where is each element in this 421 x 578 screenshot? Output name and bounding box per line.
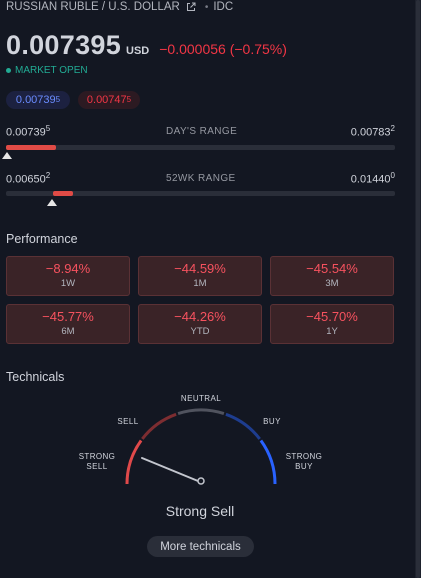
days-range-track: [6, 145, 395, 150]
perf-period: 3M: [325, 278, 339, 289]
days-range-high-main: 0.00783: [350, 126, 391, 139]
perf-value: −8.94%: [45, 261, 91, 276]
gauge-arc-neutral: [177, 408, 225, 416]
perf-period: 1Y: [326, 326, 338, 337]
more-technicals-button[interactable]: More technicals: [147, 536, 254, 557]
perf-cell-ytd[interactable]: −44.26% YTD: [138, 304, 262, 344]
gauge-label-line: STRONG: [285, 452, 323, 461]
market-status: MARKET OPEN: [6, 65, 88, 76]
last-price: 0.007395: [6, 30, 122, 60]
days-range-fill: [6, 145, 56, 150]
days-range-label: DAY'S RANGE: [166, 126, 238, 137]
wk52-range-fill: [53, 191, 73, 196]
perf-value: −45.77%: [42, 309, 94, 324]
perf-period: 1M: [193, 278, 207, 289]
days-range-low-sup: 5: [45, 124, 51, 133]
perf-cell-1w[interactable]: −8.94% 1W: [6, 256, 130, 296]
gauge-needle: [141, 457, 199, 482]
technicals-verdict: Strong Sell: [165, 503, 235, 519]
bid-price-pill: 0.00739 5: [6, 91, 70, 109]
perf-value: −44.26%: [174, 309, 226, 324]
symbol-name[interactable]: RUSSIAN RUBLE / U.S. DOLLAR: [6, 1, 180, 13]
wk52-range-high-sup: 0: [390, 171, 395, 180]
technicals-gauge: STRONG SELL SELL NEUTRAL BUY STRONG BUY: [76, 388, 326, 498]
days-range-low: 0.007395: [6, 124, 50, 139]
days-range-low-main: 0.00739: [6, 126, 46, 139]
perf-value: −45.70%: [306, 309, 358, 324]
bid-price: 0.00739: [15, 94, 56, 106]
ask-price-pill: 0.00747 5: [78, 91, 140, 109]
perf-period: YTD: [190, 326, 210, 337]
price-change: −0.000056 (−0.75%): [159, 41, 287, 57]
gauge-label-strong-sell: STRONG SELL: [76, 452, 118, 472]
wk52-range-label: 52WK RANGE: [166, 173, 236, 184]
perf-cell-3m[interactable]: −45.54% 3M: [270, 256, 394, 296]
days-range-high: 0.007832: [351, 124, 395, 139]
perf-value: −45.54%: [306, 261, 358, 276]
days-range-marker: [2, 152, 12, 159]
perf-period: 6M: [61, 326, 75, 337]
market-status-text: MARKET OPEN: [15, 65, 88, 76]
gauge-arc-strong-sell: [125, 439, 143, 485]
gauge-svg: [125, 408, 277, 485]
market-status-dot: [6, 68, 11, 73]
wk52-range-high: 0.014400: [351, 171, 395, 186]
perf-cell-6m[interactable]: −45.77% 6M: [6, 304, 130, 344]
wk52-range-low: 0.006502: [6, 171, 50, 186]
wk52-range-low-sup: 2: [45, 171, 51, 180]
perf-cell-1y[interactable]: −45.70% 1Y: [270, 304, 394, 344]
symbol-header: RUSSIAN RUBLE / U.S. DOLLAR • IDC: [6, 0, 233, 14]
gauge-label-line: BUY: [295, 462, 313, 471]
performance-title: Performance: [6, 232, 78, 246]
ask-price: 0.00747: [86, 94, 127, 106]
gauge-label-strong-buy: STRONG BUY: [283, 452, 325, 472]
currency: USD: [126, 45, 150, 57]
gauge-label-sell: SELL: [117, 417, 139, 426]
gauge-arc-strong-buy: [259, 439, 277, 485]
gauge-label-line: SELL: [86, 462, 108, 471]
wk52-range-high-main: 0.01440: [350, 173, 391, 186]
perf-value: −44.59%: [174, 261, 226, 276]
gauge-label-neutral: NEUTRAL: [180, 394, 222, 403]
wk52-range-marker: [46, 199, 57, 206]
gauge-arc-sell: [141, 412, 177, 440]
performance-grid: −8.94% 1W −44.59% 1M −45.54% 3M −45.77% …: [6, 256, 395, 344]
gauge-arc-buy: [225, 412, 261, 440]
perf-cell-1m[interactable]: −44.59% 1M: [138, 256, 262, 296]
separator-dot: •: [204, 1, 209, 13]
gauge-label-buy: BUY: [263, 417, 281, 426]
wk52-range-low-main: 0.00650: [6, 173, 46, 186]
technicals-title: Technicals: [6, 370, 65, 384]
days-range-high-sup: 2: [390, 124, 395, 133]
gauge-label-line: STRONG: [78, 452, 116, 461]
perf-period: 1W: [60, 278, 76, 289]
data-source: IDC: [213, 1, 234, 13]
wk52-range-track: [6, 191, 395, 196]
gauge-pivot: [197, 477, 205, 485]
scrollbar-thumb[interactable]: [416, 0, 420, 578]
price-row: 0.007395 USD −0.000056 (−0.75%): [6, 30, 287, 61]
external-link-icon[interactable]: [186, 2, 196, 12]
